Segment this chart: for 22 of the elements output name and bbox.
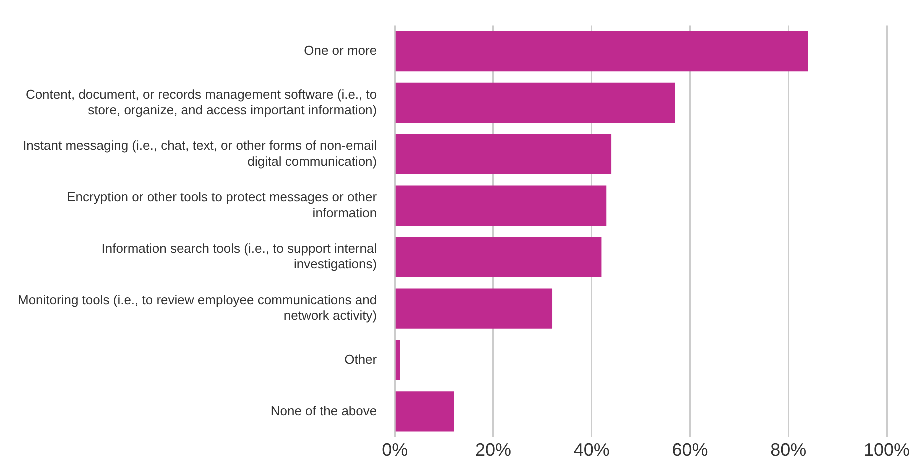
bar — [396, 340, 400, 380]
bar — [396, 237, 602, 278]
bar — [396, 186, 607, 226]
y-tick-label: None of the above — [270, 403, 378, 418]
y-tick-label: Encryption or other tools to protect messages or other information — [67, 190, 378, 220]
bar — [396, 82, 676, 124]
x-tick-label: 80% — [770, 440, 807, 460]
bar — [396, 288, 553, 329]
y-tick-label: One or more — [304, 43, 378, 58]
x-tick-label: 100% — [864, 440, 910, 460]
x-tick-label: 20% — [475, 440, 512, 460]
x-tick-label: 40% — [574, 440, 610, 460]
y-tick-label: Information search tools (i.e., to support internal investigations) — [102, 241, 378, 272]
bar — [396, 134, 612, 174]
x-tick-label: 60% — [672, 440, 708, 460]
y-tick-label: Instant messaging (i.e., chat, text, or other forms of non-email digital communication) — [23, 138, 378, 169]
y-tick-label: Content, document, or records management software (i.e., to store, organize, and access important information) — [26, 86, 378, 118]
x-tick-label: 0% — [382, 440, 408, 460]
y-tick-label: Monitoring tools (i.e., to review employee communications and network activity) — [18, 292, 378, 324]
bar — [396, 31, 808, 72]
y-tick-label: Other — [344, 352, 378, 367]
bar — [396, 392, 454, 432]
